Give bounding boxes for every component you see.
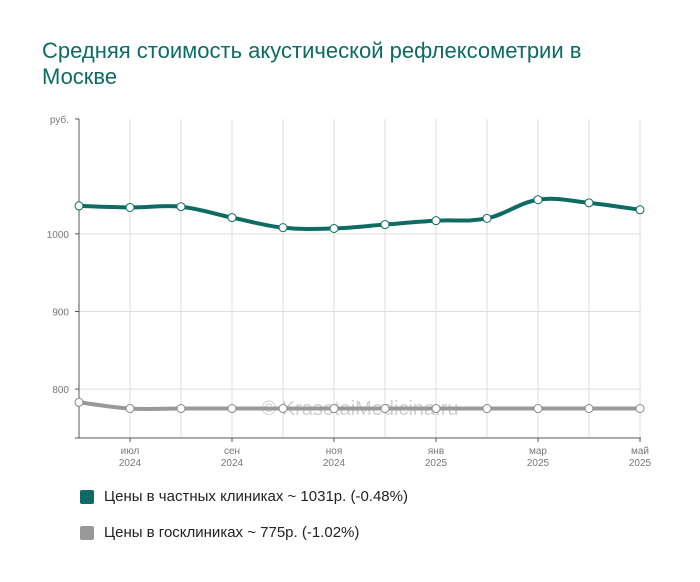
series-layer bbox=[74, 195, 645, 414]
x-tick-label-month: мар bbox=[529, 446, 547, 457]
data-point[interactable] bbox=[176, 202, 186, 212]
data-point[interactable] bbox=[482, 213, 492, 223]
x-tick-label-year: 2024 bbox=[323, 458, 346, 469]
legend-label-public: Цены в госклиниках ~ 775р. (-1.02%) bbox=[104, 524, 360, 541]
y-tick-label: 900 bbox=[52, 307, 69, 318]
data-point[interactable] bbox=[278, 223, 288, 233]
data-point[interactable] bbox=[74, 397, 84, 407]
x-tick-label-month: май bbox=[631, 446, 649, 457]
data-point[interactable] bbox=[431, 404, 441, 414]
data-point[interactable] bbox=[227, 213, 237, 223]
legend-item-private[interactable]: Цены в частных клиниках ~ 1031р. (-0.48%… bbox=[80, 488, 408, 505]
data-point[interactable] bbox=[380, 220, 390, 230]
legend-item-public[interactable]: Цены в госклиниках ~ 775р. (-1.02%) bbox=[80, 524, 359, 541]
chart-title: Средняя стоимость акустической рефлексом… bbox=[42, 38, 582, 89]
data-point[interactable] bbox=[584, 404, 594, 414]
data-point[interactable] bbox=[329, 404, 339, 414]
legend-label-private: Цены в частных клиниках ~ 1031р. (-0.48%… bbox=[104, 488, 408, 505]
data-point[interactable] bbox=[278, 404, 288, 414]
axes bbox=[75, 118, 641, 442]
legend-swatch-private bbox=[80, 489, 94, 504]
x-tick-label-year: 2025 bbox=[527, 458, 550, 469]
y-unit-label: руб. bbox=[50, 114, 69, 126]
x-tick-label-year: 2024 bbox=[119, 458, 142, 469]
x-tick-label-month: сен bbox=[224, 446, 240, 457]
data-point[interactable] bbox=[176, 404, 186, 414]
grid bbox=[79, 119, 641, 438]
data-point[interactable] bbox=[533, 195, 543, 205]
legend-swatch-public bbox=[80, 525, 94, 540]
data-point[interactable] bbox=[635, 404, 645, 414]
y-tick-label: 800 bbox=[52, 385, 69, 396]
x-tick-label-month: янв bbox=[428, 446, 444, 457]
data-point[interactable] bbox=[431, 216, 441, 226]
data-point[interactable] bbox=[482, 404, 492, 414]
data-point[interactable] bbox=[227, 404, 237, 414]
data-point[interactable] bbox=[533, 404, 543, 414]
data-point[interactable] bbox=[329, 223, 339, 233]
data-point[interactable] bbox=[125, 202, 135, 212]
data-point[interactable] bbox=[74, 201, 84, 211]
x-tick-label-year: 2025 bbox=[629, 458, 652, 469]
data-point[interactable] bbox=[380, 404, 390, 414]
x-tick-label-month: июл bbox=[121, 446, 140, 457]
x-tick-label-year: 2024 bbox=[221, 458, 244, 469]
x-tick-label-year: 2025 bbox=[425, 458, 448, 469]
data-point[interactable] bbox=[635, 205, 645, 215]
data-point[interactable] bbox=[584, 198, 594, 208]
x-tick-label-month: ноя bbox=[326, 446, 343, 457]
series-line-0 bbox=[77, 196, 642, 231]
y-tick-label: 1000 bbox=[47, 230, 70, 241]
tick-labels: 1000900800руб.июл2024сен2024ноя2024янв20… bbox=[47, 114, 652, 469]
data-point[interactable] bbox=[125, 404, 135, 414]
